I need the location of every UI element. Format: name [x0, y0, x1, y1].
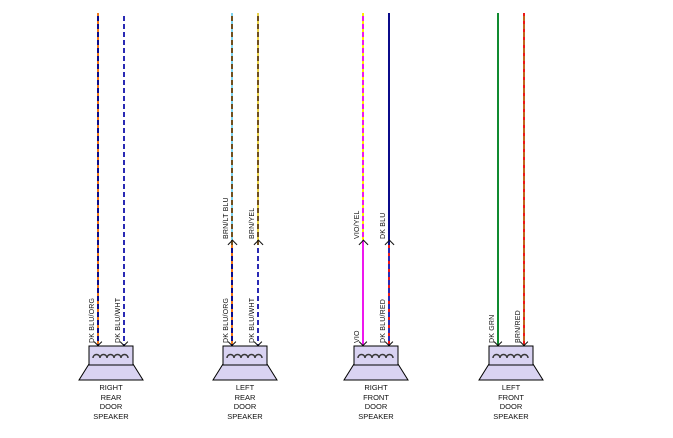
- speaker-name: LEFT FRONT DOOR SPEAKER: [466, 383, 556, 421]
- wire-stripe: [97, 13, 99, 347]
- wire-brn-red: [523, 13, 525, 347]
- speaker-symbol: [343, 345, 409, 381]
- speaker-name-line: FRONT: [498, 392, 524, 402]
- wire-stripe: [497, 13, 499, 347]
- wire-label-brn-lt-blu: BRN/LT BLU: [223, 197, 230, 239]
- wire-dk-blu-wht-lower: [257, 245, 259, 347]
- wire-dk-blu-upper: [388, 13, 390, 245]
- splice-arrow-icon: [227, 239, 238, 250]
- wire-stripe: [388, 13, 390, 245]
- wire-stripe: [388, 245, 390, 347]
- wire-stripe: [362, 13, 364, 245]
- speaker-name-line: FRONT: [363, 392, 389, 402]
- speaker-name-line: REAR: [234, 392, 256, 402]
- speaker-name-line: REAR: [100, 392, 122, 402]
- speaker-name-line: DOOR: [99, 402, 123, 411]
- speaker-name-line: SPEAKER: [358, 411, 394, 421]
- wire-label-dk-blu-org: DK BLU/ORG: [223, 297, 230, 343]
- wire-stripe: [123, 13, 125, 347]
- speaker-name-line: LEFT: [235, 383, 255, 392]
- wire-dk-blu-org-lower: [231, 245, 233, 347]
- speaker-symbol: [478, 345, 544, 381]
- wire-dk-blu-red-lower: [388, 245, 390, 347]
- speaker-name: RIGHT FRONT DOOR SPEAKER: [331, 383, 421, 421]
- wire-label-dk-blu: DK BLU: [380, 212, 387, 240]
- speaker-name-line: RIGHT: [99, 383, 123, 392]
- wire-stripe: [362, 245, 364, 347]
- wire-dk-grn: [497, 13, 499, 347]
- speaker-name-line: DOOR: [364, 402, 388, 411]
- speaker-name-line: SPEAKER: [93, 411, 129, 421]
- wire-label-dk-blu-wht: DK BLU/WHT: [249, 297, 256, 343]
- speaker-name-line: SPEAKER: [493, 411, 529, 421]
- wire-dk-blu-org: [97, 13, 99, 347]
- speaker-name-line: DOOR: [233, 402, 257, 411]
- wire-vio-yel-upper: [362, 13, 364, 245]
- wire-stripe: [257, 13, 259, 245]
- speaker-symbol: [78, 345, 144, 381]
- speaker-name: LEFT REAR DOOR SPEAKER: [200, 383, 290, 421]
- speaker-name-line: DOOR: [499, 402, 523, 411]
- wire-label-dk-blu-org: DK BLU/ORG: [89, 297, 96, 343]
- wire-brn-yel-upper: [257, 13, 259, 245]
- speaker-name-line: SPEAKER: [227, 411, 263, 421]
- wire-label-dk-blu-red: DK BLU/RED: [380, 298, 387, 343]
- splice-arrow-icon: [358, 239, 369, 250]
- speaker-name-line: LEFT: [501, 383, 521, 392]
- wire-stripe: [257, 245, 259, 347]
- speaker-symbol: [212, 345, 278, 381]
- wire-label-vio-yel: VIO/YEL: [354, 210, 361, 239]
- speaker-name-line: RIGHT: [364, 383, 388, 392]
- wire-vio-lower: [362, 245, 364, 347]
- wire-dk-blu-wht: [123, 13, 125, 347]
- speaker-name: RIGHT REAR DOOR SPEAKER: [66, 383, 156, 421]
- wire-label-dk-blu-wht: DK BLU/WHT: [115, 297, 122, 343]
- wire-stripe: [231, 245, 233, 347]
- splice-arrow-icon: [384, 239, 395, 250]
- splice-arrow-icon: [253, 239, 264, 250]
- wire-stripe: [523, 13, 525, 347]
- wire-brn-lt-blu-upper: [231, 13, 233, 245]
- wire-stripe: [231, 13, 233, 245]
- wire-label-brn-yel: BRN/YEL: [249, 207, 256, 239]
